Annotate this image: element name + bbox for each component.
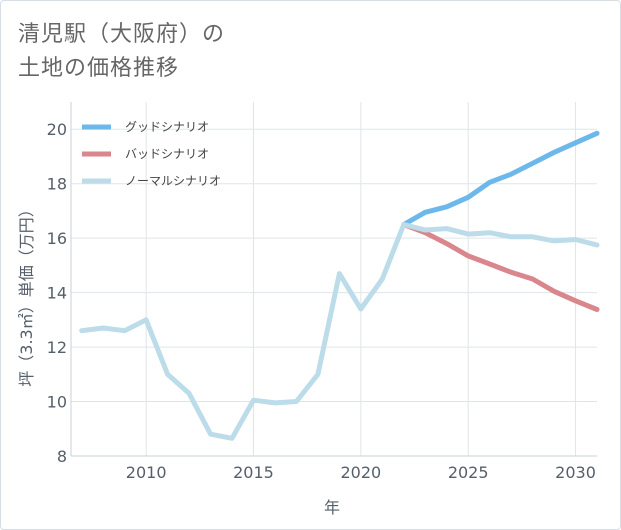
y-tick-label: 12 <box>47 338 67 357</box>
x-axis-label: 年 <box>324 498 340 517</box>
chart-title-line2: 土地の価格推移 <box>18 56 180 81</box>
y-tick-label: 16 <box>47 229 67 248</box>
x-tick-label: 2030 <box>555 463 596 482</box>
x-tick-label: 2025 <box>448 463 489 482</box>
y-tick-label: 10 <box>47 393 67 412</box>
series-line-1 <box>401 222 600 312</box>
legend-label-2: ノーマルシナリオ <box>125 174 221 188</box>
tick-labels: 8 10 12 14 16 18 20 2010 2015 2020 2025 2030 <box>47 120 596 482</box>
chart-title: 清児駅（大阪府）の 土地の価格推移 <box>18 18 225 86</box>
series-line-0 <box>401 130 600 227</box>
y-tick-label: 18 <box>47 175 67 194</box>
y-tick-label: 14 <box>47 284 67 303</box>
y-tick-label: 8 <box>57 447 67 466</box>
y-axis-label: 坪（3.3㎡）単価（万円） <box>17 201 36 386</box>
x-tick-label: 2010 <box>126 463 167 482</box>
y-tick-label: 20 <box>47 120 67 139</box>
x-tick-label: 2020 <box>340 463 381 482</box>
x-tick-label: 2015 <box>233 463 274 482</box>
series-layer <box>79 130 600 441</box>
series-line-2 <box>79 222 600 441</box>
legend-label-0: グッドシナリオ <box>125 120 209 134</box>
chart-title-line1: 清児駅（大阪府）の <box>18 22 226 47</box>
legend-label-1: バッドシナリオ <box>125 147 209 161</box>
